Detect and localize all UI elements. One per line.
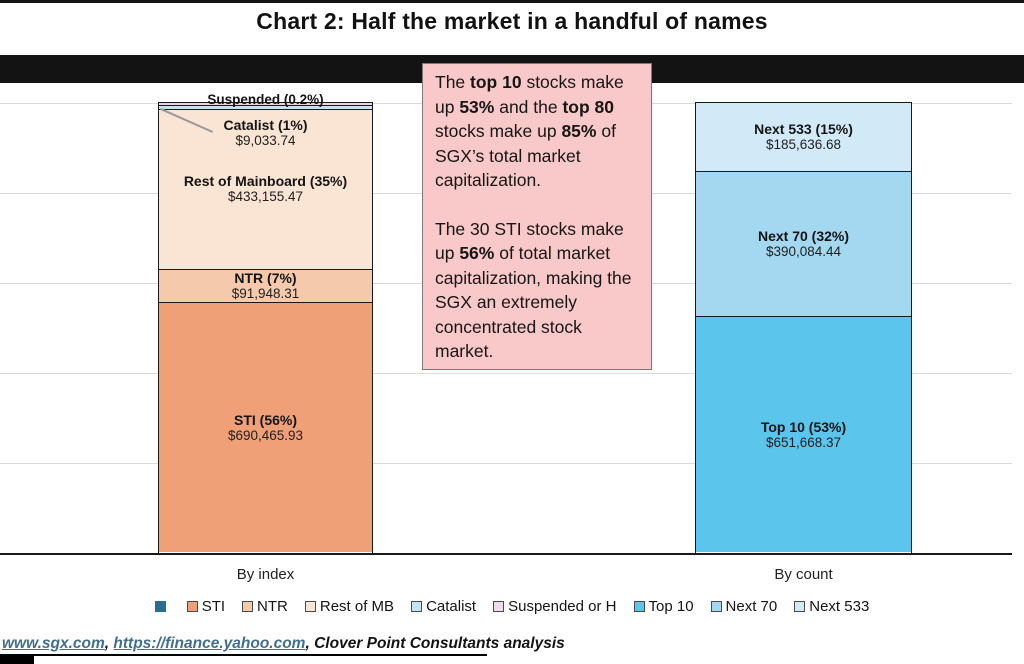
catalist-label: Catalist (1%)	[223, 117, 308, 133]
segment-catalist	[159, 105, 372, 109]
source-link-yahoo-finance[interactable]: https://finance.yahoo.com	[113, 635, 306, 652]
annotation-paragraph-1: The top 10 stocks make up 53% and the to…	[435, 72, 624, 190]
legend-swatch-next-533	[794, 601, 806, 612]
legend-swatch-top-10	[633, 601, 645, 612]
legend-item-top-10: Top 10	[633, 598, 694, 615]
x-axis-label-by-index: By index	[236, 566, 295, 583]
legend-item-catalist: Catalist	[411, 598, 476, 615]
gridline-40	[0, 373, 1012, 374]
gridline-20	[0, 463, 1012, 464]
rest-of-mainboard-label: Rest of Mainboard (35%)	[183, 173, 348, 189]
legend-label-rest-of-mb: Rest of MB	[319, 598, 395, 615]
legend: STI NTR Rest of MB Catalist Suspended or…	[0, 598, 1024, 615]
legend-label-catalist: Catalist	[426, 598, 477, 615]
segment-suspended	[159, 103, 372, 105]
legend-label-top-10: Top 10	[648, 598, 694, 615]
legend-swatch-suspended	[493, 601, 505, 612]
ntr-label: NTR (7%)	[234, 270, 297, 286]
legend-swatch-sti	[186, 601, 198, 612]
segment-sti: STI (56%) $690,465.93	[159, 302, 372, 552]
segment-next-70: Next 70 (32%) $390,084.44	[696, 171, 911, 316]
top-10-label: Top 10 (53%)	[760, 418, 847, 435]
sti-value: $690,465.93	[227, 427, 304, 443]
segment-next-533: Next 533 (15%) $185,636.68	[696, 103, 911, 171]
legend-label-suspended: Suspended or H	[508, 598, 617, 615]
legend-swatch-next-70	[710, 601, 722, 612]
sti-label: STI (56%)	[233, 411, 297, 428]
chart-title: Chart 2: Half the market in a handful of…	[256, 8, 768, 34]
source-credit: Clover Point Consultants analysis	[314, 635, 565, 652]
x-axis-label-by-count: By count	[774, 566, 833, 583]
legend-swatch-blank	[154, 601, 166, 612]
annotation-box: The top 10 stocks make up 53% and the to…	[422, 63, 652, 370]
source-link-sgx[interactable]: www.sgx.com	[2, 635, 105, 652]
bottom-left-corner-block	[0, 656, 34, 664]
legend-label-ntr: NTR	[257, 598, 288, 615]
source-separator-1: ,	[104, 635, 114, 652]
legend-item-next-70: Next 70	[710, 598, 778, 615]
segment-ntr: NTR (7%) $91,948.31	[159, 269, 372, 302]
segment-rest-of-mainboard: Catalist (1%) $9,033.74 Rest of Mainboar…	[159, 109, 372, 269]
legend-item-ntr: NTR	[242, 598, 288, 615]
annotation-paragraph-2: The 30 STI stocks make up 56% of total m…	[435, 218, 632, 362]
legend-swatch-ntr	[242, 601, 254, 612]
rest-of-mainboard-value: $433,155.47	[227, 189, 304, 204]
legend-label-next-533: Next 533	[809, 598, 870, 615]
source-separator-2: ,	[305, 635, 315, 652]
suspended-label: Suspended (0.2%)	[207, 92, 324, 107]
ntr-value: $91,948.31	[231, 286, 300, 301]
next-70-value: $390,084.44	[765, 244, 842, 259]
top-10-value: $651,668.37	[765, 434, 842, 450]
x-axis-line	[0, 553, 1012, 555]
legend-item-rest-of-mb: Rest of MB	[304, 598, 395, 615]
legend-item-next-533: Next 533	[794, 598, 869, 615]
legend-item-suspended: Suspended or H	[493, 598, 617, 615]
catalist-value: $9,033.74	[235, 133, 296, 148]
next-70-label: Next 70 (32%)	[757, 228, 850, 244]
source-line: www.sgx.com, https://finance.yahoo.com, …	[2, 635, 565, 653]
next-533-label: Next 533 (15%)	[754, 121, 853, 137]
legend-swatch-rest-of-mb	[304, 601, 316, 612]
legend-label-sti: STI	[201, 598, 226, 615]
top-border-strip	[0, 0, 1024, 3]
legend-swatch-catalist	[411, 601, 423, 612]
stacked-bar-by-count: Next 533 (15%) $185,636.68 Next 70 (32%)…	[695, 102, 912, 554]
legend-item-sti: STI	[186, 598, 226, 615]
legend-item-blank	[154, 601, 170, 612]
source-underline	[0, 654, 487, 656]
segment-top-10: Top 10 (53%) $651,668.37	[696, 316, 911, 552]
stacked-bar-by-index: Catalist (1%) $9,033.74 Rest of Mainboar…	[158, 102, 373, 554]
next-533-value: $185,636.68	[765, 137, 842, 152]
legend-label-next-70: Next 70	[725, 598, 778, 615]
